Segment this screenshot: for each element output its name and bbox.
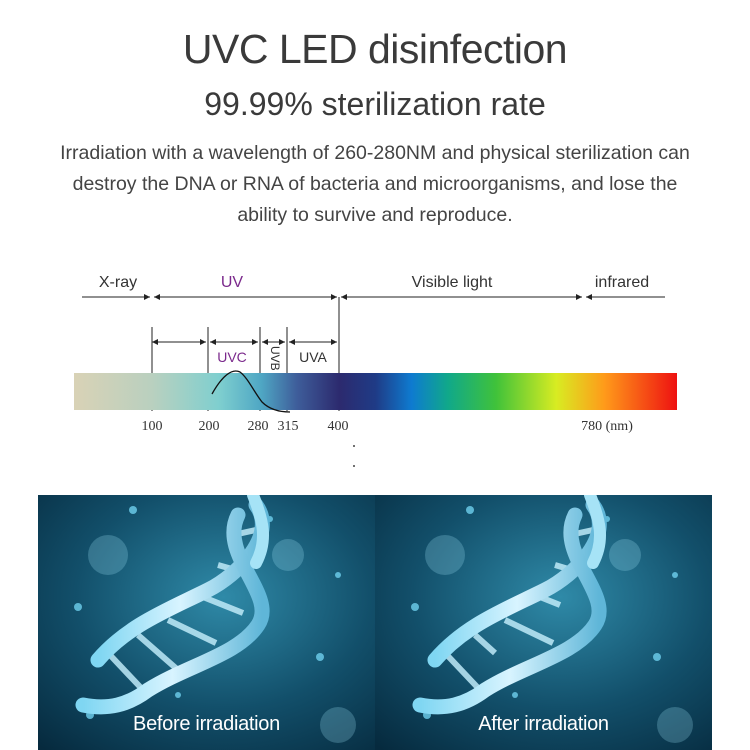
germicidal-curve [211, 370, 291, 413]
band-label-uv: UV [221, 274, 244, 291]
spectrum-bar [74, 373, 677, 410]
tick-400: 400 [328, 419, 349, 434]
band-label-infrared: infrared [595, 274, 649, 291]
sub-band-label-uvb: UVB [268, 346, 282, 371]
sub-band-range-lines [151, 327, 337, 411]
tick-280: 280 [248, 419, 269, 434]
before-irradiation-panel: Before irradiation [38, 495, 375, 750]
band-range-lines [82, 294, 665, 411]
sub-band-label-uva: UVA [299, 349, 327, 365]
dna-illustration-after [375, 495, 712, 750]
tick-315: 315 [278, 419, 299, 434]
tick-100: 100 [142, 419, 163, 434]
spectrum-diagram: X-ray UV Visible light infrared UVC UVB … [74, 274, 677, 467]
band-label-xray: X-ray [99, 274, 137, 291]
page-title: UVC LED disinfection [182, 26, 568, 72]
after-irradiation-panel: After irradiation [375, 495, 712, 750]
dna-illustration-before [38, 495, 375, 750]
before-irradiation-caption: Before irradiation [133, 713, 280, 735]
band-label-visible: Visible light [412, 274, 493, 291]
description-text: Irradiation with a wavelength of 260-280… [60, 142, 690, 226]
tick-780: 780 (nm) [581, 419, 633, 434]
sub-band-label-uvc: UVC [217, 349, 247, 365]
page-subtitle: 99.99% sterilization rate [204, 86, 546, 122]
after-irradiation-caption: After irradiation [478, 713, 609, 735]
tick-200: 200 [199, 419, 220, 434]
